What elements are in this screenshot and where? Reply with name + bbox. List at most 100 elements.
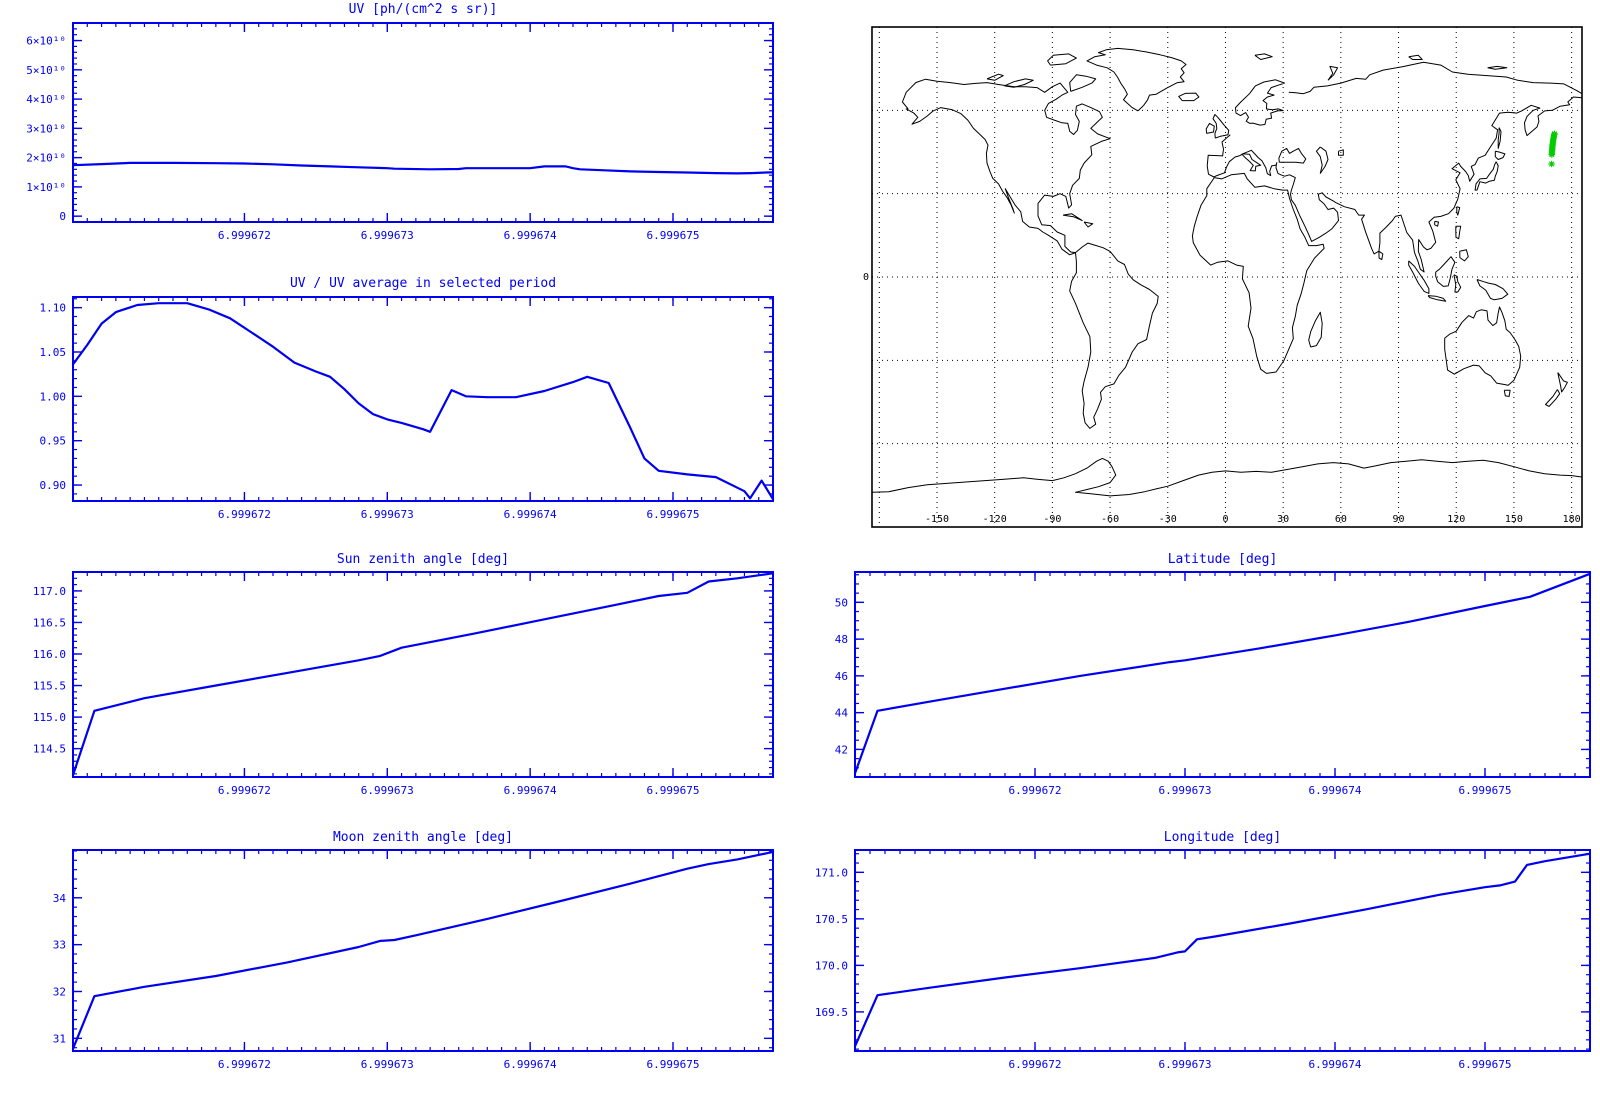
map-lat-label: 0 [863,272,869,283]
y-tick-label: 1.10 [40,302,67,315]
coastline [1047,53,1077,66]
sun-plot-frame [72,571,774,778]
coastline [1434,220,1439,227]
x-tick-label: 6.999674 [504,508,557,521]
coastline [1288,61,1582,95]
coastline [1235,79,1285,126]
y-tick-label: 1×10¹⁰ [26,181,66,194]
coastline [1545,389,1561,407]
map-lon-label: 150 [1505,514,1523,525]
x-tick-label: 6.999675 [1459,784,1512,797]
coastline [1254,53,1273,60]
coastline [1378,250,1384,260]
map-lon-label: -90 [1043,514,1061,525]
y-tick-label: 1.00 [40,390,67,403]
x-tick-label: 6.999672 [218,229,271,242]
sun-chart: 6.999672 6.999673 6.999674 6.999675 114.5 115… [33,571,775,797]
longitude-plot-frame [854,849,1591,1052]
map-lon-label: -30 [1159,514,1177,525]
coastline [1494,150,1506,160]
map-content [872,27,1582,527]
x-tick-label: 6.999672 [1009,784,1062,797]
x-tick-label: 6.999672 [218,1058,271,1071]
coastline [1474,161,1499,191]
y-tick-label: 116.5 [33,616,66,629]
y-tick-label: 0.90 [40,479,67,492]
map-lon-label: 180 [1563,514,1581,525]
coastline [1178,92,1200,102]
y-tick-label: 42 [835,743,848,756]
y-tick-label: 0 [59,210,66,223]
coastline [1069,242,1159,429]
uv-plot-frame [72,22,774,223]
coastline [1191,172,1325,374]
y-tick-label: 1.05 [40,346,67,359]
latitude-plot-frame [854,571,1591,778]
coastline [986,73,1004,81]
map-lon-label: 90 [1393,514,1405,525]
coastline [1278,147,1307,164]
coastline [1476,279,1509,301]
map-frame [871,26,1583,528]
coastline [1453,274,1462,293]
map-lon-label: -60 [1101,514,1119,525]
y-tick-label: 4×10¹⁰ [26,93,66,106]
coastline [1308,311,1323,348]
coastline [1083,221,1094,228]
coastline [1459,249,1469,262]
y-tick-label: 44 [835,707,849,720]
y-tick-label: 169.5 [815,1006,848,1019]
y-tick-label: 32 [53,985,66,998]
coastline [1408,260,1430,294]
coastline [1487,65,1508,70]
coastline [1315,146,1329,174]
longitude-chart-title: Longitude [deg] [1163,830,1282,845]
y-tick-label: 117.0 [33,585,66,598]
y-tick-label: 114.5 [33,743,66,756]
uv-chart: 6.999672 6.999673 6.999674 6.999675 0 1×10¹⁰ 2… [26,22,775,242]
coastline [1275,96,1582,273]
coastline [1456,206,1461,216]
x-tick-label: 6.999675 [647,1058,700,1071]
y-tick-label: 46 [835,670,848,683]
longitude-chart: 6.999672 6.999673 6.999674 6.999675 169.5 170… [815,849,1592,1071]
x-tick-label: 6.999672 [218,784,271,797]
x-tick-label: 6.999674 [1309,1058,1362,1071]
coastline [1327,65,1339,81]
map-lon-label: 0 [1222,514,1228,525]
y-tick-label: 31 [53,1032,66,1045]
y-tick-label: 3×10¹⁰ [26,122,66,135]
y-tick-label: 170.0 [815,959,848,972]
x-tick-label: 6.999673 [361,1058,414,1071]
coastline [1205,122,1215,134]
moon-chart: 6.999672 6.999673 6.999674 6.999675 31 32 33 34 [53,849,775,1071]
coastline [1086,47,1187,112]
y-tick-label: 6×10¹⁰ [26,35,66,48]
x-tick-label: 6.999675 [1459,1058,1512,1071]
y-tick-label: 2×10¹⁰ [26,152,66,165]
y-tick-label: 50 [835,596,848,609]
y-tick-label: 171.0 [815,866,848,879]
x-tick-label: 6.999675 [647,229,700,242]
map-lon-label: 120 [1447,514,1465,525]
x-tick-label: 6.999672 [218,508,271,521]
coastline [1069,74,1097,92]
moon-data-line [71,850,775,1050]
ratio-chart: 6.999672 6.999673 6.999674 6.999675 0.90 0.95… [40,296,775,521]
coastline [1206,134,1278,178]
coastline [901,78,1111,256]
coastline [1427,295,1447,302]
y-tick-label: 48 [835,633,848,646]
x-tick-label: 6.999673 [361,784,414,797]
x-tick-label: 6.999673 [1159,1058,1212,1071]
x-tick-label: 6.999675 [647,508,700,521]
x-tick-label: 6.999673 [361,229,414,242]
x-tick-label: 6.999673 [361,508,414,521]
map-lon-label: 60 [1335,514,1347,525]
coastline [1444,306,1522,386]
y-tick-label: 34 [53,892,67,905]
latitude-chart: 6.999672 6.999673 6.999674 6.999675 42 44 46 48… [835,571,1592,797]
uv-chart-title: UV [ph/(cm^2 s sr)] [348,2,498,17]
coastline [1557,372,1568,393]
moon-zenith-chart-title: Moon zenith angle [deg] [332,830,513,845]
